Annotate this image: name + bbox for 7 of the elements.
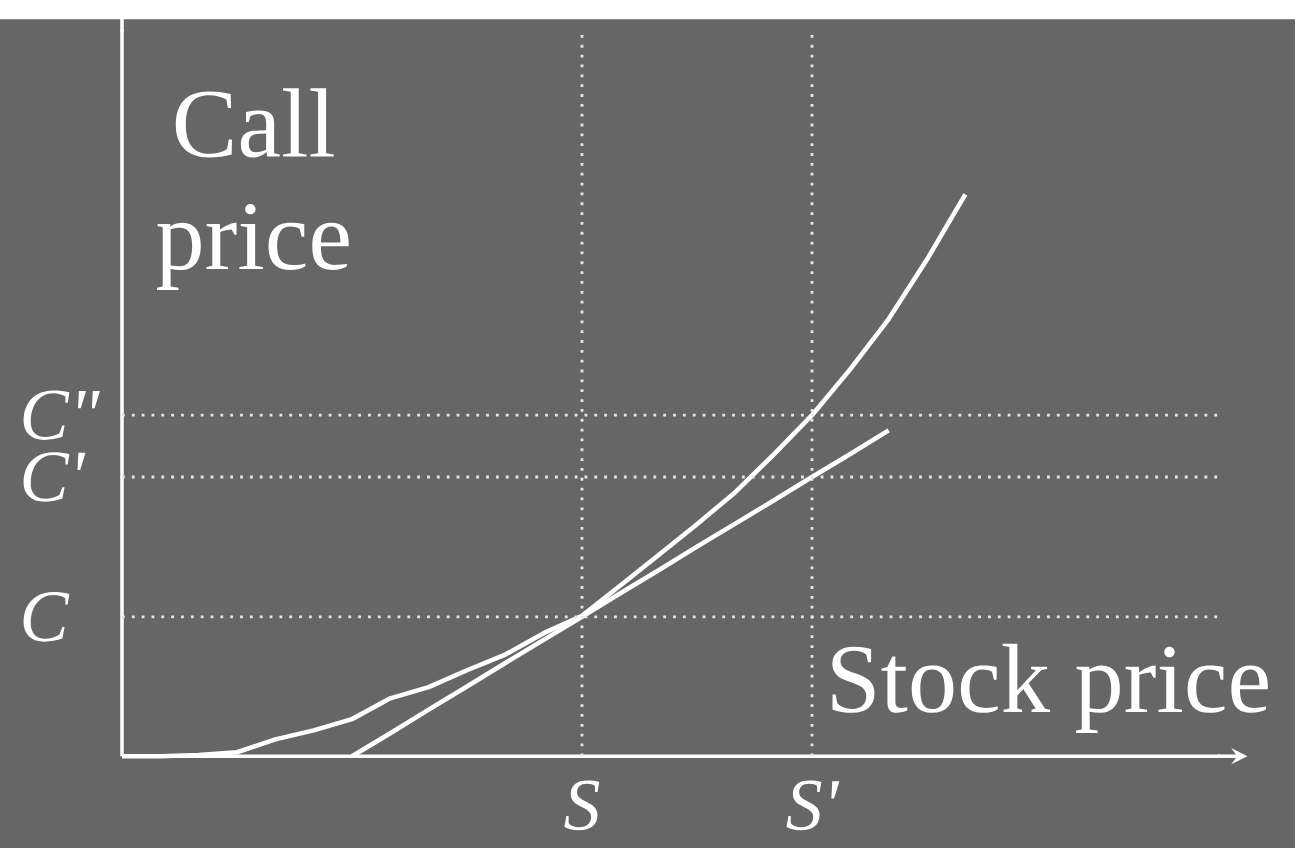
- y-axis-title: Call price: [157, 88, 349, 290]
- ref-line-label: C": [23, 390, 100, 440]
- x-tick-label: S: [564, 780, 600, 831]
- ref-line-label: C': [23, 452, 86, 502]
- x-axis-title: Stock price: [832, 643, 1268, 733]
- ref-line-label: C: [23, 591, 70, 642]
- x-tick-label: S': [786, 780, 840, 831]
